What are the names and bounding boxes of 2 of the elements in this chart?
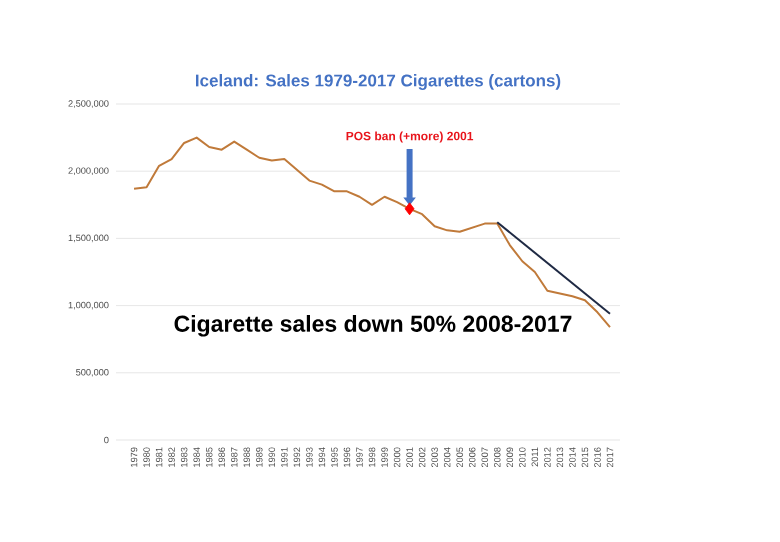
annotation: Cigarette sales down 50% 2008-2017 — [174, 315, 572, 337]
chart-title: Iceland: Sales 1979-2017 Cigarettes (cartons) — [195, 74, 561, 90]
